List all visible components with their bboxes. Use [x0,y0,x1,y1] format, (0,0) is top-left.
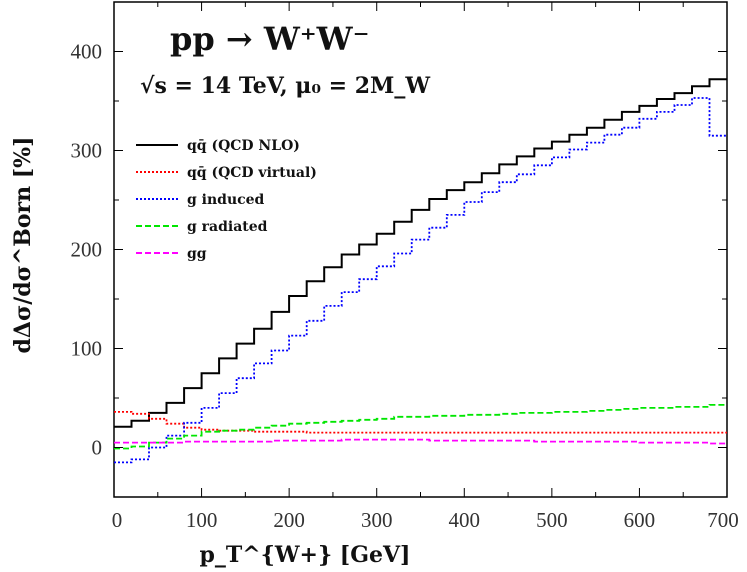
legend-label-3: g radiated [187,219,268,235]
y-tick-label: 100 [71,337,103,361]
x-tick-label: 200 [273,508,305,532]
legend: qq̄ (QCD NLO) qq̄ (QCD virtual) g induced g… [136,138,317,262]
legend-label-4: gg [187,246,207,262]
x-tick-label: 400 [449,508,481,532]
x-tick-label: 700 [707,508,739,532]
y-tick-label: 0 [92,436,103,460]
y-axis-label: dΔσ/dσ^Born [%] [10,137,36,354]
y-tick-label: 200 [71,238,103,262]
x-tick-label: 100 [186,508,218,532]
x-tick-label: 0 [112,508,123,532]
tick-layer: 0 100 200 300 400 500 600 700 0 100 200 300 400 [71,1,739,532]
x-axis-label: p_T^{W+} [GeV] [200,542,411,568]
chart-subtitle: √s = 14 TeV, μ₀ = 2M_W [140,73,430,99]
legend-label-0: qq̄ (QCD NLO) [187,138,300,154]
series-line-4 [114,438,727,445]
series-line-3 [114,404,727,450]
y-tick-label: 300 [71,139,103,163]
series-line-1 [114,411,727,434]
x-tick-label: 300 [361,508,393,532]
series-layer [114,78,727,464]
chart-title: pp → W⁺W⁻ [170,20,370,58]
series-line-0 [114,78,727,428]
series-line-2 [114,97,727,464]
x-tick-label: 500 [536,508,568,532]
legend-label-2: g induced [187,192,265,208]
y-tick-label: 400 [71,40,103,64]
legend-label-1: qq̄ (QCD virtual) [187,165,317,181]
x-tick-label: 600 [624,508,656,532]
